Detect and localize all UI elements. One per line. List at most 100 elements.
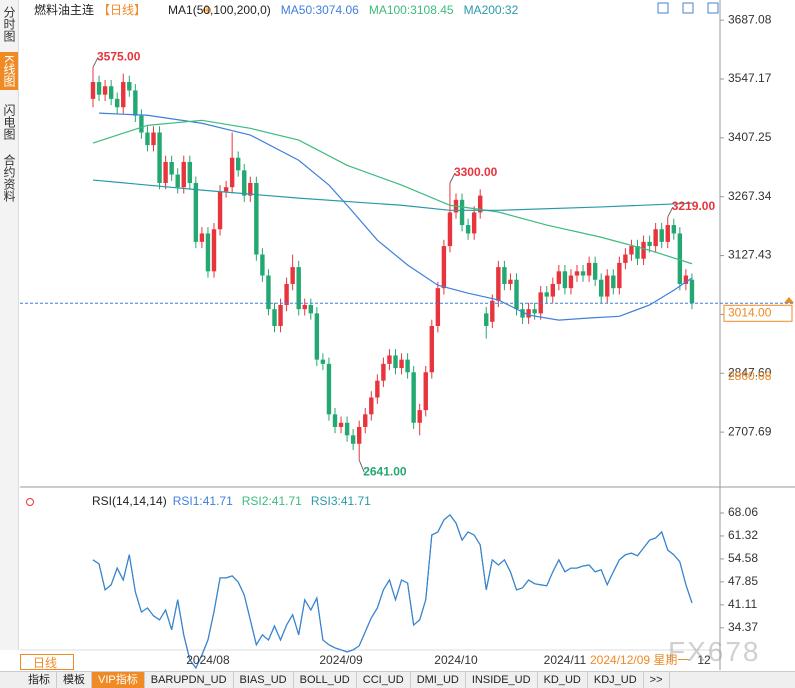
- candle-body: [429, 326, 434, 373]
- indicator-title: RSI(14,14,14): [92, 494, 167, 508]
- legend-entry: RSI3:41.71: [311, 494, 371, 508]
- indicator-tab[interactable]: KD_UD: [538, 672, 588, 688]
- candle-body: [611, 275, 616, 289]
- y-tick-label: 54.58: [728, 551, 758, 565]
- candle-body: [320, 359, 326, 364]
- candle-body: [169, 161, 174, 175]
- candle-body: [520, 309, 525, 318]
- x-tick-label: 2024/09: [319, 653, 363, 667]
- candle-body: [344, 422, 350, 436]
- y-tick-label: 3407.25: [728, 130, 772, 144]
- tool-icon[interactable]: [657, 2, 669, 14]
- candle-body: [683, 275, 689, 284]
- candle-body: [544, 292, 549, 297]
- candle-body: [375, 380, 380, 398]
- add-icon[interactable]: ⊕: [202, 3, 212, 17]
- candle-body: [175, 174, 180, 188]
- candle-body: [139, 115, 144, 133]
- candle-body: [332, 414, 338, 427]
- candle-body: [441, 246, 447, 289]
- candle-body: [417, 410, 422, 423]
- x-tick-label: 2024/10: [434, 653, 478, 667]
- side-tab[interactable]: K线图: [0, 52, 18, 91]
- indicator-tab[interactable]: 指标: [22, 672, 57, 688]
- tool-icon[interactable]: [682, 2, 694, 14]
- candle-body: [659, 229, 664, 242]
- candle-body: [599, 279, 604, 297]
- candle-body: [157, 132, 162, 183]
- candle-body: [248, 182, 253, 196]
- side-tab[interactable]: 分时图: [2, 6, 16, 42]
- candle-body: [478, 195, 483, 213]
- candle-body: [514, 279, 519, 310]
- annotation-leader: [449, 172, 456, 184]
- candle-body: [568, 275, 574, 289]
- candle-body: [357, 426, 362, 444]
- candle-body: [163, 161, 168, 183]
- candle-body: [121, 82, 126, 108]
- indicator-tab[interactable]: INSIDE_UD: [466, 672, 538, 688]
- candle-body: [465, 225, 471, 234]
- last-price-label: 3014.00: [728, 305, 772, 319]
- tool-icon[interactable]: [707, 2, 719, 14]
- candle-body: [96, 82, 102, 95]
- candle-body: [647, 241, 652, 247]
- y-tick-label: 2847.60: [728, 365, 772, 379]
- candle-body: [260, 254, 265, 276]
- annotation-label: 3575.00: [97, 49, 141, 63]
- candle-body: [223, 187, 229, 192]
- candle-body: [278, 304, 283, 326]
- indicator-tab[interactable]: KDJ_UD: [588, 672, 644, 688]
- indicator-tab[interactable]: BIAS_UD: [234, 672, 294, 688]
- candle-body: [181, 161, 186, 188]
- candle-body: [229, 157, 235, 188]
- indicator-tab[interactable]: CCI_UD: [357, 672, 411, 688]
- indicator-tab[interactable]: DMI_UD: [411, 672, 466, 688]
- settings-icon[interactable]: [26, 498, 34, 506]
- candle-body: [490, 300, 495, 322]
- indicator-label: MA1(50,100,200,0): [168, 3, 271, 17]
- candle-body: [617, 262, 622, 289]
- candle-body: [665, 225, 670, 242]
- sidebar: 分时图 K线图闪电图合约资料: [0, 0, 19, 650]
- chart-title: 燃料油主连: [34, 2, 94, 17]
- annotation-leader: [92, 57, 99, 68]
- candle-body: [296, 267, 301, 310]
- candle-body: [677, 233, 683, 284]
- candle-body: [484, 313, 489, 326]
- candle-body: [459, 199, 465, 226]
- candle-body: [586, 262, 592, 276]
- side-tab[interactable]: 合约资料: [2, 154, 16, 202]
- timeframe-select[interactable]: 日线: [20, 654, 74, 670]
- y-tick-label: 2707.69: [728, 424, 772, 438]
- watermark: FX678: [668, 636, 761, 667]
- candle-body: [199, 233, 205, 242]
- candle-body: [205, 233, 211, 272]
- candle-body: [411, 372, 416, 423]
- candle-body: [108, 86, 114, 99]
- indicator-tab[interactable]: VIP指标: [92, 672, 145, 688]
- indicator-tab[interactable]: BARUPDN_UD: [145, 672, 234, 688]
- y-tick-label: 47.85: [728, 574, 758, 588]
- legend-entry: MA200:32: [464, 3, 519, 17]
- candle-body: [580, 271, 586, 276]
- side-tab[interactable]: 闪电图: [2, 104, 16, 140]
- annotation-label: 3300.00: [454, 165, 498, 179]
- candle-body: [605, 275, 610, 297]
- indicator-tab[interactable]: BOLL_UD: [294, 672, 357, 688]
- y-tick-label: 61.32: [728, 528, 758, 542]
- candle-body: [556, 271, 562, 284]
- indicator-tab[interactable]: >>: [644, 672, 670, 688]
- indicator-tab[interactable]: 模板: [57, 672, 92, 688]
- candle-body: [133, 90, 138, 116]
- candle-body: [435, 288, 441, 326]
- indicator-tabs: 指标 模板 VIP指标 BARUPDN_UD BIAS_UD BOLL_UD CCI_UD D…: [0, 671, 795, 688]
- candle-body: [532, 309, 537, 314]
- candle-body: [308, 304, 313, 314]
- y-tick-label: 3687.08: [728, 12, 772, 26]
- annotation-label: 2641.00: [363, 464, 407, 478]
- rsi-line: [92, 514, 693, 670]
- candle-body: [550, 283, 555, 297]
- candle-body: [623, 254, 628, 263]
